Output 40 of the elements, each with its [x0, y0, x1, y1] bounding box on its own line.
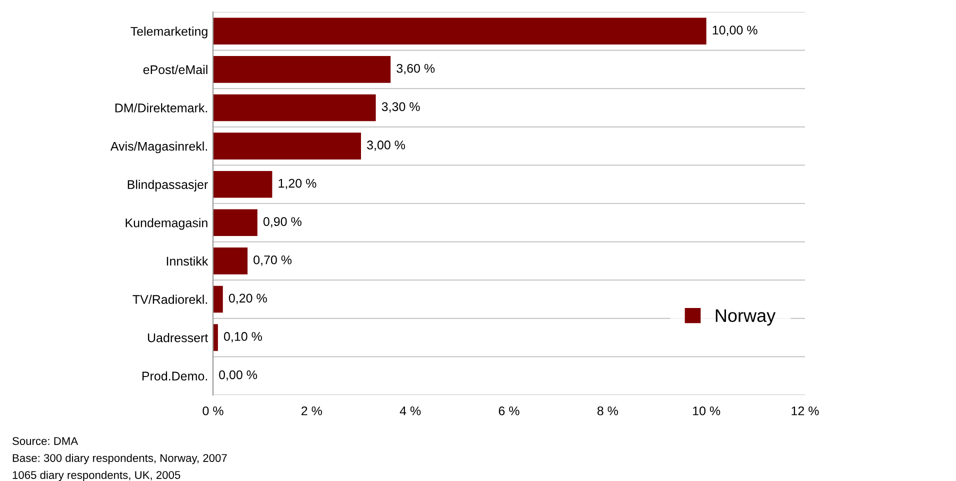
y-tick-label: TV/Radiorekl.	[132, 294, 207, 304]
bar	[213, 248, 248, 274]
y-tick-label: Uadressert	[148, 333, 208, 342]
bar	[213, 170, 272, 198]
data-label: 1,20 %	[278, 178, 316, 190]
text: 1065 diary respondents, UK, 2005	[12, 470, 180, 481]
data-label: 10,00 %	[712, 26, 758, 36]
bar	[213, 324, 218, 351]
legend-label: Norway	[716, 309, 776, 326]
source-note: Source: DMA	[12, 437, 78, 445]
data-label: 0,00 %	[219, 370, 258, 381]
y-tick-label: ePost/eMail	[143, 64, 208, 74]
bar	[213, 209, 258, 236]
y-tick-label: DM/Direktemark.	[115, 103, 207, 112]
data-label: 0,10 %	[224, 332, 262, 342]
x-tick-label: 4 %	[400, 406, 421, 416]
data-label: 0,20 %	[228, 294, 267, 304]
bar	[213, 132, 361, 160]
bar	[213, 18, 706, 45]
data-label: 3,30 %	[382, 102, 420, 113]
data-label: 3,60 %	[396, 64, 435, 74]
bar	[213, 94, 376, 122]
y-tick-label: Blindpassasjer	[128, 180, 208, 192]
x-tick-label: 6 %	[498, 406, 520, 416]
bar	[213, 56, 391, 83]
x-tick-label: 10 %	[693, 406, 720, 416]
y-tick-label: Innstikk	[166, 256, 208, 266]
x-tick-label: 0 %	[202, 406, 224, 416]
y-tick-label: Avis/Magasinrekl.	[110, 142, 207, 154]
data-label: 0,70 %	[254, 255, 292, 266]
text: Base: 300 diary respondents, Norway, 2007	[12, 454, 227, 464]
data-label: 3,00 %	[367, 140, 406, 151]
bar	[213, 286, 223, 313]
data-label: 0,90 %	[263, 217, 302, 228]
x-tick-label: 8 %	[597, 406, 618, 416]
x-tick-label: 12 %	[792, 406, 819, 416]
y-tick-label: Telemarketing	[130, 26, 208, 38]
y-tick-label: Prod.Demo.	[142, 371, 207, 380]
x-tick-label: 2 %	[302, 406, 322, 416]
y-tick-label: Kundemagasin	[126, 218, 208, 230]
